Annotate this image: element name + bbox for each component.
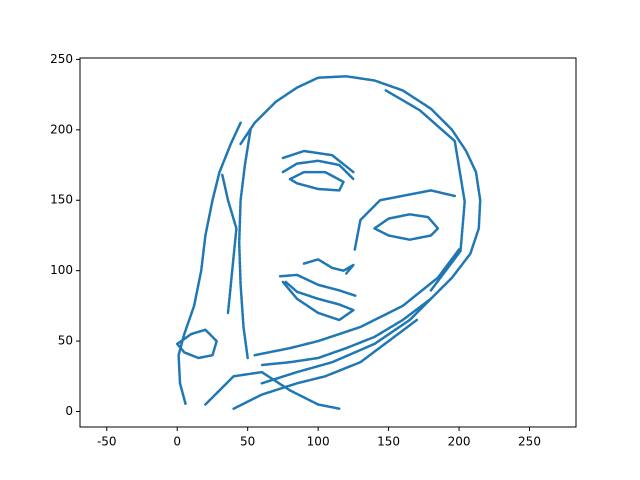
contour-line xyxy=(373,213,440,241)
contour-line xyxy=(281,159,355,181)
contour-line xyxy=(384,89,466,292)
contour-line xyxy=(221,173,238,315)
contour-line xyxy=(237,128,252,360)
x-tick-label: 100 xyxy=(307,435,330,449)
y-tick-label: 200 xyxy=(50,122,73,136)
y-tick-label: 250 xyxy=(50,52,73,66)
contour-line xyxy=(278,273,358,298)
x-tick-label: 150 xyxy=(377,435,400,449)
x-tick-label: 50 xyxy=(240,435,255,449)
contour-line xyxy=(281,280,355,322)
y-tick-label: 50 xyxy=(58,334,73,348)
contour-line xyxy=(175,328,218,360)
plot-frame xyxy=(79,57,577,428)
contour-line xyxy=(260,297,433,385)
contour-line xyxy=(177,121,242,406)
y-tick-label: 150 xyxy=(50,193,73,207)
contour-line xyxy=(204,370,341,410)
x-tick-label: 250 xyxy=(518,435,541,449)
x-tick-label: 200 xyxy=(448,435,471,449)
contour-line xyxy=(232,318,419,410)
contour-line xyxy=(281,149,355,174)
y-tick-label: 0 xyxy=(65,404,73,418)
contour-line xyxy=(302,258,355,275)
contour-line xyxy=(288,170,345,192)
x-tick-label: -50 xyxy=(97,435,117,449)
y-tick-label: 100 xyxy=(50,263,73,277)
contour-line xyxy=(239,75,482,367)
x-tick-label: 0 xyxy=(173,435,181,449)
contour-line xyxy=(253,248,461,357)
contour-line xyxy=(353,189,457,251)
